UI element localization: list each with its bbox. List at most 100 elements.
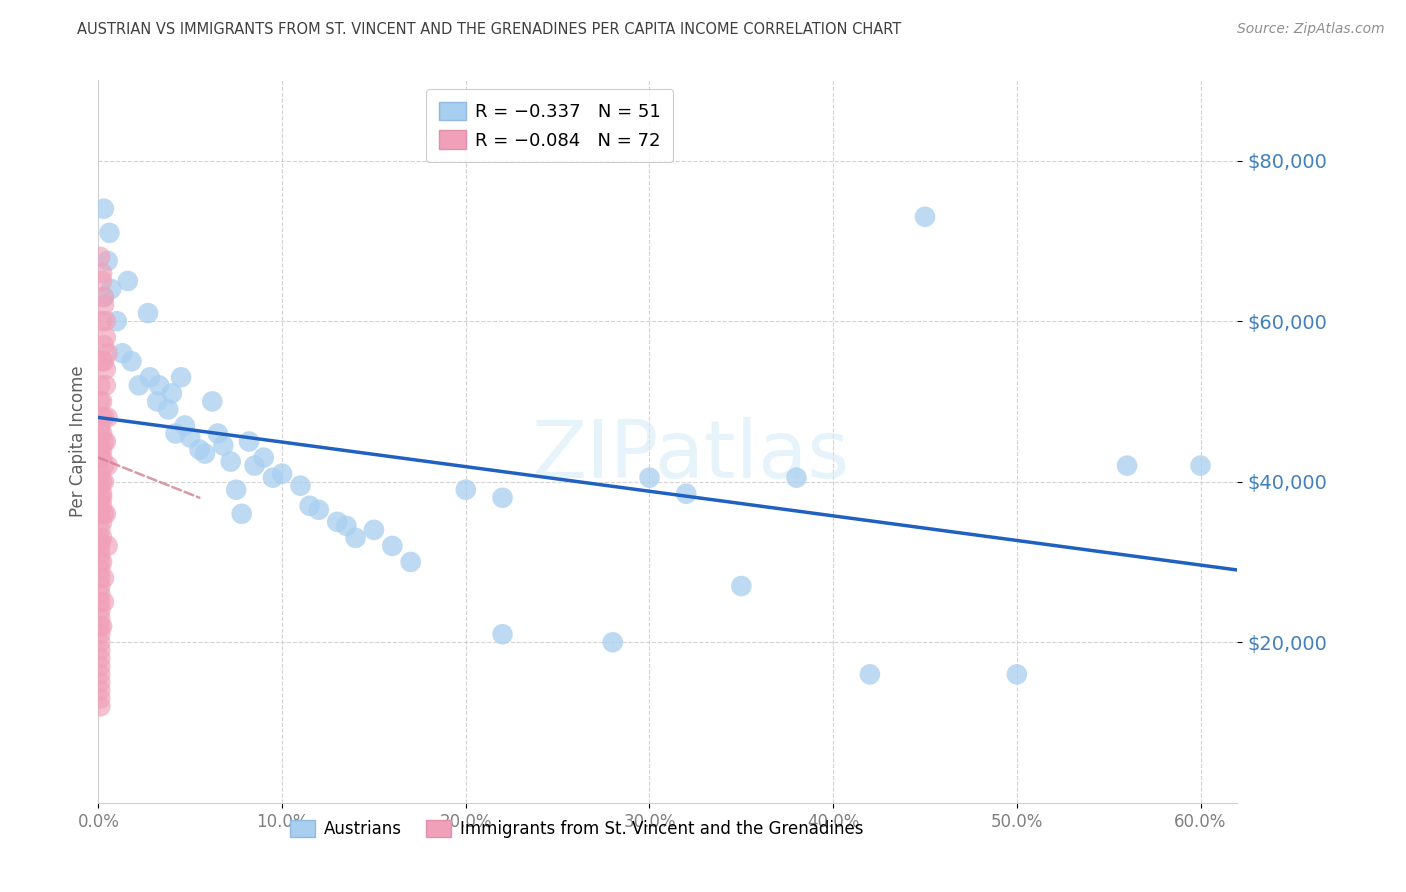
Y-axis label: Per Capita Income: Per Capita Income (69, 366, 87, 517)
Point (165, 426, 187, 441)
Point (1116, 458, 1139, 473)
Point (93, 354, 115, 368)
Point (91, 450, 114, 465)
Point (89, 534, 111, 549)
Point (89, 635, 111, 649)
Point (89, 619, 111, 633)
Point (93, 434, 115, 449)
Point (93, 475, 115, 489)
Point (89, 643, 111, 657)
Point (94, 362, 117, 376)
Point (399, 555, 422, 569)
Legend: Austrians, Immigrants from St. Vincent and the Grenadines: Austrians, Immigrants from St. Vincent a… (284, 814, 870, 845)
Point (194, 446, 217, 460)
Point (730, 579, 752, 593)
Text: ZIPatlas: ZIPatlas (531, 417, 849, 495)
Point (344, 531, 367, 545)
Point (89, 571, 111, 585)
Point (89, 603, 111, 617)
Point (117, 274, 139, 288)
Point (89, 467, 111, 481)
Point (212, 438, 235, 452)
Point (91, 354, 114, 368)
Point (89, 426, 111, 441)
Point (91, 410, 114, 425)
Point (100, 282, 122, 296)
Point (381, 539, 404, 553)
Point (271, 467, 294, 481)
Point (89, 491, 111, 505)
Point (326, 515, 349, 529)
Point (89, 563, 111, 577)
Point (91, 486, 114, 500)
Point (308, 502, 330, 516)
Point (93, 298, 115, 312)
Point (207, 426, 229, 441)
Text: AUSTRIAN VS IMMIGRANTS FROM ST. VINCENT AND THE GRENADINES PER CAPITA INCOME COR: AUSTRIAN VS IMMIGRANTS FROM ST. VINCENT … (77, 22, 901, 37)
Point (160, 386, 183, 401)
Point (97, 410, 120, 425)
Point (179, 430, 201, 444)
Point (93, 202, 115, 216)
Point (91, 426, 114, 441)
Point (94, 378, 117, 392)
Point (91, 499, 114, 513)
Point (89, 667, 111, 681)
Point (89, 611, 111, 625)
Point (89, 595, 111, 609)
Point (89, 699, 111, 714)
Point (91, 314, 114, 328)
Point (105, 314, 128, 328)
Point (91, 394, 114, 409)
Point (89, 250, 111, 264)
Point (335, 518, 357, 533)
Point (91, 274, 114, 288)
Point (219, 454, 242, 468)
Point (136, 306, 159, 320)
Point (97, 346, 120, 360)
Point (89, 539, 111, 553)
Point (111, 346, 134, 360)
Point (89, 651, 111, 665)
Point (139, 370, 162, 384)
Point (89, 555, 111, 569)
Point (89, 378, 111, 392)
Point (93, 410, 115, 425)
Point (89, 442, 111, 457)
Text: Source: ZipAtlas.com: Source: ZipAtlas.com (1237, 22, 1385, 37)
Point (1189, 458, 1212, 473)
Point (173, 418, 195, 433)
Point (97, 458, 120, 473)
Point (93, 338, 115, 352)
Point (91, 555, 114, 569)
Point (89, 659, 111, 673)
Point (89, 418, 111, 433)
Point (675, 486, 697, 500)
Point (290, 478, 312, 492)
Point (170, 370, 193, 384)
Point (89, 683, 111, 698)
Point (89, 507, 111, 521)
Point (243, 458, 266, 473)
Point (121, 354, 143, 368)
Point (491, 491, 513, 505)
Point (225, 483, 247, 497)
Point (128, 378, 150, 392)
Point (785, 470, 807, 484)
Point (298, 499, 321, 513)
Point (94, 507, 117, 521)
Point (148, 378, 170, 392)
Point (491, 627, 513, 641)
Point (1005, 667, 1028, 681)
Point (89, 523, 111, 537)
Point (89, 478, 111, 492)
Point (98, 226, 121, 240)
Point (89, 587, 111, 601)
Point (91, 491, 114, 505)
Point (157, 402, 180, 417)
Point (89, 675, 111, 690)
Point (93, 290, 115, 304)
Point (91, 266, 114, 280)
Point (89, 394, 111, 409)
Point (91, 442, 114, 457)
